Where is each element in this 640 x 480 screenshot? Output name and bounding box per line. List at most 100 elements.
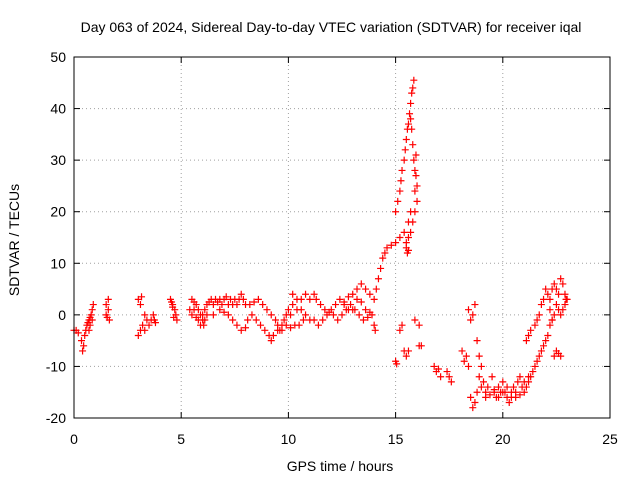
data-point	[550, 352, 558, 360]
data-point	[237, 290, 245, 298]
data-point	[366, 290, 374, 298]
data-point	[145, 321, 153, 329]
data-point	[218, 301, 226, 309]
data-point	[437, 373, 445, 381]
data-point	[392, 208, 400, 216]
data-point	[407, 115, 415, 123]
data-point	[552, 285, 560, 293]
data-point	[78, 337, 86, 345]
data-point	[194, 306, 202, 314]
data-point	[229, 316, 237, 324]
y-tick-label: 40	[50, 101, 66, 117]
data-point	[278, 326, 286, 334]
data-point	[397, 177, 405, 185]
data-point	[394, 197, 402, 205]
data-point	[477, 383, 485, 391]
data-point	[169, 303, 177, 311]
data-point	[104, 295, 112, 303]
data-point	[410, 156, 418, 164]
data-point	[252, 316, 260, 324]
data-point	[412, 172, 420, 180]
data-point	[469, 404, 477, 412]
data-point	[170, 313, 178, 321]
data-point	[362, 306, 370, 314]
data-point	[413, 197, 421, 205]
data-point	[377, 264, 385, 272]
data-point	[550, 311, 558, 319]
data-point	[299, 316, 307, 324]
data-point	[471, 301, 479, 309]
data-point	[312, 295, 320, 303]
data-point	[138, 293, 146, 301]
data-point	[310, 290, 318, 298]
data-point	[409, 84, 417, 92]
data-point	[102, 301, 110, 309]
data-point	[216, 306, 224, 314]
data-point	[407, 99, 415, 107]
data-point	[486, 391, 494, 399]
data-point	[272, 316, 280, 324]
y-tick-label: -10	[46, 358, 66, 374]
data-point	[336, 295, 344, 303]
data-point	[410, 76, 418, 84]
data-point	[289, 301, 297, 309]
data-point	[400, 156, 408, 164]
data-point	[287, 324, 295, 332]
data-point	[396, 234, 404, 241]
data-point	[540, 342, 548, 350]
data-point	[557, 311, 565, 319]
data-point	[537, 347, 545, 355]
data-point	[282, 321, 290, 329]
data-point	[520, 378, 528, 386]
data-point	[244, 316, 252, 324]
data-point	[392, 239, 400, 247]
data-point	[557, 275, 565, 283]
data-point	[525, 331, 533, 339]
data-point	[469, 311, 477, 319]
data-point	[467, 393, 475, 401]
data-point	[434, 365, 442, 373]
data-point	[85, 326, 93, 334]
data-point	[404, 246, 412, 254]
data-point	[396, 187, 404, 195]
data-point	[317, 301, 325, 309]
data-point	[364, 313, 372, 321]
data-point	[400, 228, 408, 236]
data-point	[224, 311, 232, 319]
data-point	[522, 383, 530, 391]
data-point	[332, 301, 340, 309]
data-point	[233, 301, 241, 309]
data-point	[220, 308, 228, 316]
data-point	[531, 362, 539, 370]
data-point	[398, 321, 406, 329]
data-point	[531, 321, 539, 329]
data-point	[359, 316, 367, 324]
data-point	[409, 218, 417, 226]
data-point	[542, 337, 550, 345]
x-tick-label: 25	[602, 431, 618, 447]
data-point	[546, 295, 554, 303]
data-point	[209, 311, 217, 319]
data-point	[514, 378, 522, 386]
data-point	[88, 306, 96, 314]
data-point	[357, 280, 365, 288]
x-tick-label: 0	[70, 431, 78, 447]
data-point	[415, 321, 423, 329]
data-point	[408, 125, 416, 133]
data-point	[557, 352, 565, 360]
data-point	[141, 326, 149, 334]
y-tick-label: 0	[58, 307, 66, 323]
data-point	[327, 306, 335, 314]
data-point	[149, 311, 157, 319]
data-point	[259, 301, 267, 309]
data-point	[269, 331, 277, 339]
data-point	[383, 244, 391, 252]
data-point	[250, 298, 258, 306]
data-point	[475, 373, 483, 381]
data-point	[411, 316, 419, 324]
data-point	[546, 306, 554, 314]
data-point	[306, 295, 314, 303]
data-point	[404, 234, 412, 241]
data-point	[522, 337, 530, 345]
data-point	[473, 388, 481, 396]
